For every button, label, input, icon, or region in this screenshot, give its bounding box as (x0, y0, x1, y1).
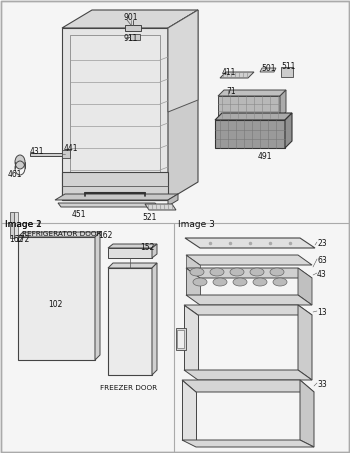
Polygon shape (186, 268, 312, 278)
Ellipse shape (230, 268, 244, 276)
Polygon shape (218, 90, 286, 96)
Polygon shape (281, 67, 293, 77)
Text: 43: 43 (317, 270, 327, 279)
Polygon shape (62, 28, 168, 200)
Polygon shape (260, 68, 276, 72)
Ellipse shape (273, 278, 287, 286)
Text: 33: 33 (317, 380, 327, 389)
Polygon shape (186, 268, 200, 295)
Text: 501: 501 (261, 64, 275, 73)
Text: 521: 521 (142, 213, 156, 222)
Text: 63: 63 (317, 256, 327, 265)
Polygon shape (280, 90, 286, 118)
Polygon shape (215, 120, 285, 148)
Polygon shape (62, 10, 198, 28)
Polygon shape (168, 194, 178, 206)
Text: 901: 901 (124, 13, 139, 22)
Polygon shape (300, 380, 314, 447)
Text: 102: 102 (48, 300, 62, 309)
Polygon shape (184, 370, 312, 380)
Polygon shape (186, 295, 312, 305)
Polygon shape (168, 10, 198, 200)
Polygon shape (185, 238, 315, 248)
Text: Image 1: Image 1 (5, 220, 42, 229)
Polygon shape (145, 204, 176, 210)
Polygon shape (298, 305, 312, 380)
Ellipse shape (210, 268, 224, 276)
Polygon shape (18, 237, 95, 360)
Text: 491: 491 (258, 152, 273, 161)
Ellipse shape (270, 268, 284, 276)
Polygon shape (285, 113, 292, 148)
Polygon shape (168, 10, 198, 112)
Polygon shape (55, 194, 178, 200)
Polygon shape (215, 113, 292, 120)
Polygon shape (182, 380, 196, 440)
Ellipse shape (253, 278, 267, 286)
Polygon shape (62, 150, 70, 158)
Polygon shape (176, 328, 186, 350)
Ellipse shape (15, 155, 25, 169)
Ellipse shape (190, 268, 204, 276)
Polygon shape (182, 440, 314, 447)
Polygon shape (62, 172, 168, 200)
Text: 441: 441 (64, 144, 78, 153)
Text: 71: 71 (226, 87, 236, 96)
Polygon shape (182, 380, 314, 392)
Polygon shape (186, 255, 312, 265)
Polygon shape (186, 255, 200, 268)
Ellipse shape (193, 278, 207, 286)
Text: 23: 23 (317, 239, 327, 248)
Polygon shape (298, 268, 312, 305)
Text: Image 2: Image 2 (5, 220, 42, 229)
Polygon shape (95, 232, 100, 360)
Polygon shape (108, 263, 157, 268)
Text: REFRIGERATOR DOOR: REFRIGERATOR DOOR (22, 231, 101, 237)
Polygon shape (152, 263, 157, 375)
Polygon shape (108, 268, 152, 375)
Polygon shape (18, 232, 100, 237)
Polygon shape (125, 25, 141, 31)
Text: 152: 152 (140, 243, 154, 252)
Text: 162: 162 (98, 231, 112, 240)
Text: 411: 411 (222, 68, 236, 77)
Text: 13: 13 (317, 308, 327, 317)
Polygon shape (130, 34, 140, 40)
Polygon shape (218, 96, 280, 118)
Polygon shape (220, 72, 254, 78)
Text: 162: 162 (9, 235, 23, 244)
Polygon shape (70, 35, 160, 192)
Text: 911: 911 (124, 34, 138, 43)
Ellipse shape (250, 268, 264, 276)
Polygon shape (184, 305, 198, 370)
Polygon shape (108, 248, 152, 258)
Polygon shape (184, 305, 312, 315)
Polygon shape (108, 244, 157, 248)
Polygon shape (177, 330, 184, 348)
Text: Image 3: Image 3 (178, 220, 215, 229)
Ellipse shape (233, 278, 247, 286)
Text: FREEZER DOOR: FREEZER DOOR (100, 385, 157, 391)
Text: 431: 431 (30, 147, 44, 156)
Text: 461: 461 (8, 170, 22, 179)
Polygon shape (14, 212, 18, 237)
Ellipse shape (213, 278, 227, 286)
Polygon shape (10, 212, 14, 238)
Polygon shape (30, 153, 65, 156)
Text: 511: 511 (281, 62, 295, 71)
Text: 172: 172 (15, 235, 29, 244)
Polygon shape (152, 244, 157, 258)
Polygon shape (58, 203, 158, 207)
Text: 451: 451 (72, 210, 86, 219)
